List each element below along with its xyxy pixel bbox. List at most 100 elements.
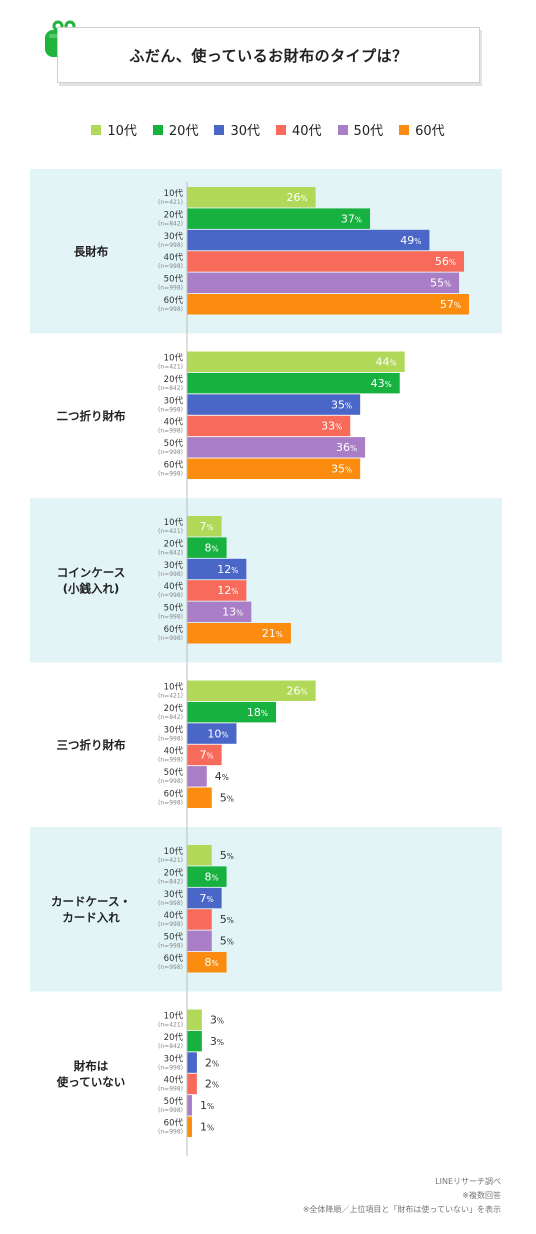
sample-size-label: (n=998) (158, 614, 183, 621)
bar (187, 623, 291, 644)
sample-size-label: (n=998) (158, 921, 183, 928)
bar (187, 1052, 197, 1073)
legend-item-20: 20代 (152, 120, 199, 139)
bar (187, 787, 212, 808)
group-label: 三つ折り財布 (57, 738, 126, 752)
group-label: 使っていない (56, 1075, 125, 1089)
age-label: 10代 (164, 517, 184, 528)
legend-swatch (214, 124, 225, 135)
age-label: 40代 (164, 581, 184, 592)
value-label: 57% (440, 298, 461, 311)
bar (187, 723, 237, 744)
group-label: カード入れ (62, 910, 120, 924)
value-label: 35% (331, 463, 352, 476)
sample-size-label: (n=998) (158, 900, 183, 907)
sample-size-label: (n=998) (158, 943, 183, 950)
sample-size-label: (n=998) (158, 592, 183, 599)
value-label: 8% (204, 956, 218, 969)
bar (187, 558, 247, 580)
age-label: 20代 (164, 1032, 184, 1043)
bar (187, 415, 351, 437)
value-label: 2% (205, 1056, 219, 1069)
group-label: (小銭入れ) (63, 581, 120, 595)
sample-size-label: (n=842) (158, 220, 183, 227)
age-label: 20代 (164, 209, 184, 220)
age-label: 20代 (164, 703, 184, 714)
sample-size-label: (n=421) (158, 857, 183, 864)
bar (187, 887, 222, 909)
age-label: 10代 (164, 846, 184, 857)
bar (187, 516, 222, 537)
age-label: 10代 (164, 682, 184, 693)
chart-title: ふだん、使っているお財布のタイプは？ (129, 46, 408, 65)
legend-item-30: 30代 (214, 120, 260, 139)
age-label: 30代 (164, 395, 184, 406)
legend-item-40: 40代 (276, 120, 322, 139)
age-label: 10代 (164, 1011, 184, 1022)
group-band (30, 827, 502, 992)
value-label: 43% (371, 377, 392, 390)
value-label: 7% (199, 749, 213, 762)
age-label: 40代 (164, 417, 184, 428)
age-label: 30代 (164, 231, 184, 242)
value-label: 3% (210, 1035, 224, 1048)
legend-swatch (399, 124, 410, 135)
sample-size-label: (n=998) (158, 263, 183, 270)
value-label: 55% (430, 277, 451, 290)
group-band (30, 498, 502, 663)
value-label: 1% (200, 1121, 214, 1134)
multiple-answer-note: ※複数回答 (462, 1191, 501, 1200)
bar (187, 952, 227, 973)
bar (187, 437, 366, 458)
value-label: 49% (400, 234, 421, 247)
bar (187, 1009, 202, 1030)
group-label: 長財布 (74, 244, 109, 258)
sample-size-label: (n=842) (158, 878, 183, 885)
sample-size-label: (n=998) (158, 242, 183, 249)
legend-label: 60代 (415, 124, 445, 139)
legend-label: 20代 (168, 124, 199, 139)
value-label: 8% (204, 870, 218, 883)
sample-size-label: (n=998) (158, 635, 183, 642)
bar (187, 845, 212, 866)
sample-size-label: (n=998) (158, 735, 183, 742)
age-label: 40代 (164, 1075, 184, 1086)
bar (187, 680, 316, 701)
group-band (30, 169, 502, 334)
group-label: 二つ折り財布 (57, 409, 126, 423)
sample-size-label: (n=998) (158, 571, 183, 578)
bar (187, 537, 227, 558)
value-label: 8% (204, 541, 218, 554)
value-label: 5% (220, 935, 234, 948)
value-label: 21% (262, 627, 283, 640)
legend-item-60: 60代 (399, 120, 445, 139)
value-label: 4% (215, 770, 229, 783)
bar (187, 744, 222, 766)
group-label: 財布は (73, 1059, 109, 1073)
age-label: 30代 (164, 1053, 184, 1064)
age-label: 20代 (164, 867, 184, 878)
legend-label: 50代 (353, 124, 384, 139)
bar (187, 351, 405, 372)
bar (187, 187, 316, 208)
sample-size-label: (n=998) (158, 964, 183, 971)
age-label: 10代 (164, 188, 184, 199)
age-label: 20代 (164, 374, 184, 385)
value-label: 7% (199, 520, 213, 533)
sample-size-label: (n=421) (158, 364, 183, 371)
group-label: コインケース (57, 565, 125, 579)
bar (187, 229, 430, 251)
legend-label: 10代 (107, 124, 137, 139)
sample-size-label: (n=421) (158, 528, 183, 535)
sample-size-label: (n=998) (158, 1129, 183, 1136)
sample-size-label: (n=998) (158, 306, 183, 313)
sample-size-label: (n=421) (158, 1022, 183, 1029)
age-label: 50代 (164, 767, 184, 778)
bar (187, 458, 361, 479)
sample-size-label: (n=998) (158, 1107, 183, 1114)
bar (187, 1030, 202, 1052)
value-label: 36% (336, 441, 357, 454)
value-label: 18% (247, 706, 268, 719)
title-box: ふだん、使っているお財布のタイプは？ (57, 27, 480, 83)
value-label: 44% (376, 356, 397, 369)
